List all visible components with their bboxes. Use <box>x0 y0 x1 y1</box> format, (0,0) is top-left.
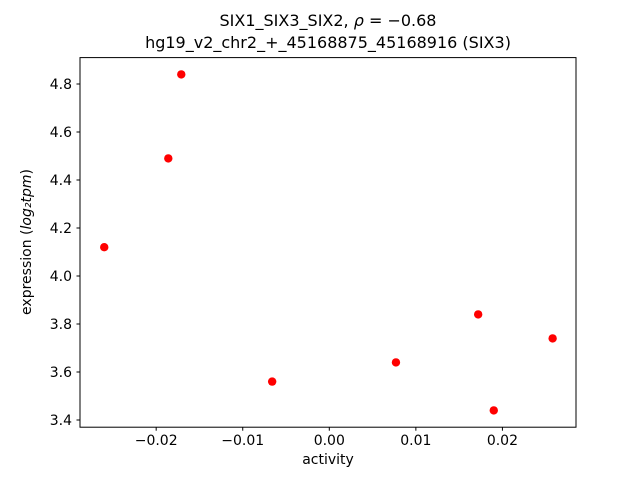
scatter-point <box>489 406 498 415</box>
scatter-point <box>473 310 483 319</box>
x-tick-label: −0.02 <box>135 433 178 449</box>
scatter-point <box>267 377 277 386</box>
y-tick-label: 3.4 <box>50 413 72 429</box>
chart-title-line1: SIX1_SIX3_SIX2, ρ = −0.68 <box>80 10 576 32</box>
y-tick-label: 4.2 <box>50 221 72 237</box>
x-tick-label: 0.02 <box>487 433 518 449</box>
x-tick-label: 0.01 <box>400 433 431 449</box>
axis-frame <box>79 57 577 428</box>
rho-symbol: ρ <box>353 11 364 30</box>
scatter-point <box>164 154 173 163</box>
chart-title-line2: hg19_v2_chr2_+_45168875_45168916 (SIX3) <box>145 33 511 52</box>
y-tick-label: 4.8 <box>50 77 72 93</box>
scatter-point <box>177 70 186 79</box>
x-tick-label: 0.00 <box>314 433 345 449</box>
y-axis-label-prefix: expression ( <box>19 229 35 315</box>
y-tick-label: 3.6 <box>50 365 72 381</box>
scatter-point <box>548 334 557 343</box>
rho-value: = −0.68 <box>363 11 437 30</box>
y-axis-label-math: log₂tpm <box>19 174 35 230</box>
y-tick-label: 4.0 <box>50 269 72 285</box>
y-tick-label: 4.6 <box>50 125 72 141</box>
y-axis-label: expression (log₂tpm) <box>19 169 35 315</box>
y-axis-label-suffix: ) <box>19 169 35 175</box>
y-tick-label: 3.8 <box>50 317 72 333</box>
x-axis-label: activity <box>302 452 354 468</box>
scatter-point <box>391 358 401 367</box>
chart-title: SIX1_SIX3_SIX2, ρ = −0.68 hg19_v2_chr2_+… <box>80 10 576 54</box>
y-tick-label: 4.4 <box>50 173 72 189</box>
x-tick-label: −0.01 <box>221 433 264 449</box>
title-gene-set: SIX1_SIX3_SIX2, <box>219 11 354 30</box>
scatter-point <box>100 243 109 252</box>
